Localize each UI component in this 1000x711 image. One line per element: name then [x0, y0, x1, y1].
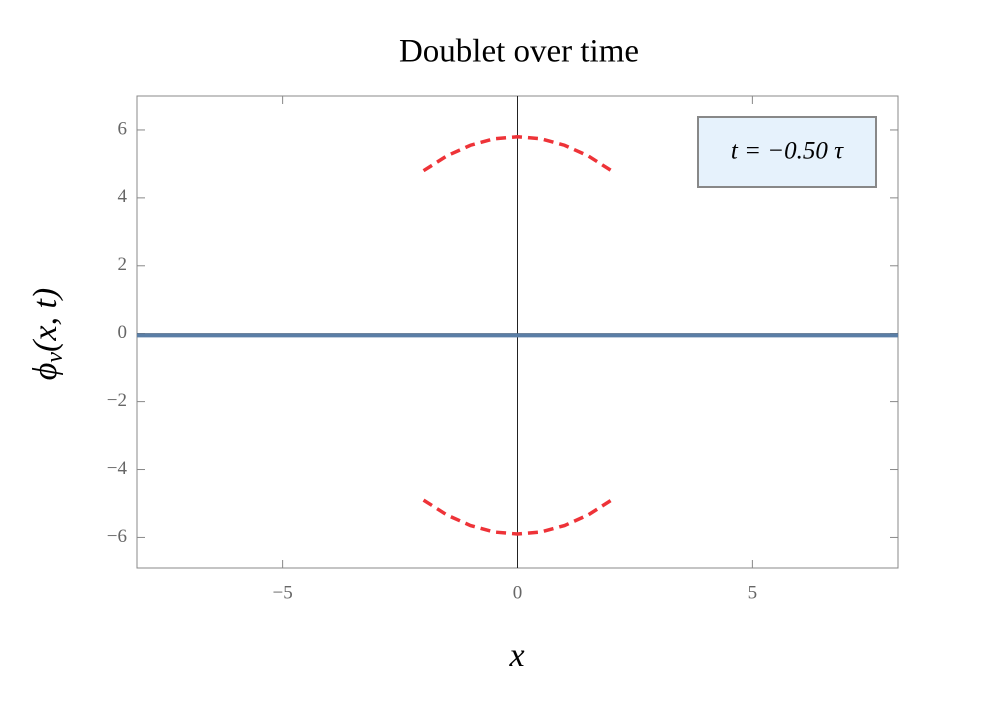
x-tick-label: −5 — [273, 582, 293, 603]
y-label-sub: v — [42, 352, 68, 363]
annotation-box — [697, 116, 877, 188]
y-label-base: ϕ — [27, 363, 64, 381]
y-tick-label: 6 — [118, 118, 128, 139]
y-label-rest: (x, t) — [27, 288, 64, 352]
y-tick-label: 2 — [118, 254, 128, 275]
y-tick-label: −4 — [107, 458, 128, 479]
x-tick-label: 0 — [513, 582, 523, 603]
chart-title: Doublet over time — [399, 34, 639, 70]
x-tick-label: 5 — [748, 582, 758, 603]
x-axis-label: x — [508, 637, 524, 674]
y-tick-label: 4 — [118, 186, 128, 207]
series-line — [422, 498, 613, 536]
y-axis-label: ϕv(x, t) — [27, 288, 68, 380]
y-tick-label: −2 — [107, 390, 127, 411]
annotation: t = −0.50 τ — [731, 138, 844, 165]
y-tick-label: 0 — [118, 322, 128, 343]
y-tick-label: −6 — [107, 526, 127, 547]
series-line — [422, 134, 613, 173]
